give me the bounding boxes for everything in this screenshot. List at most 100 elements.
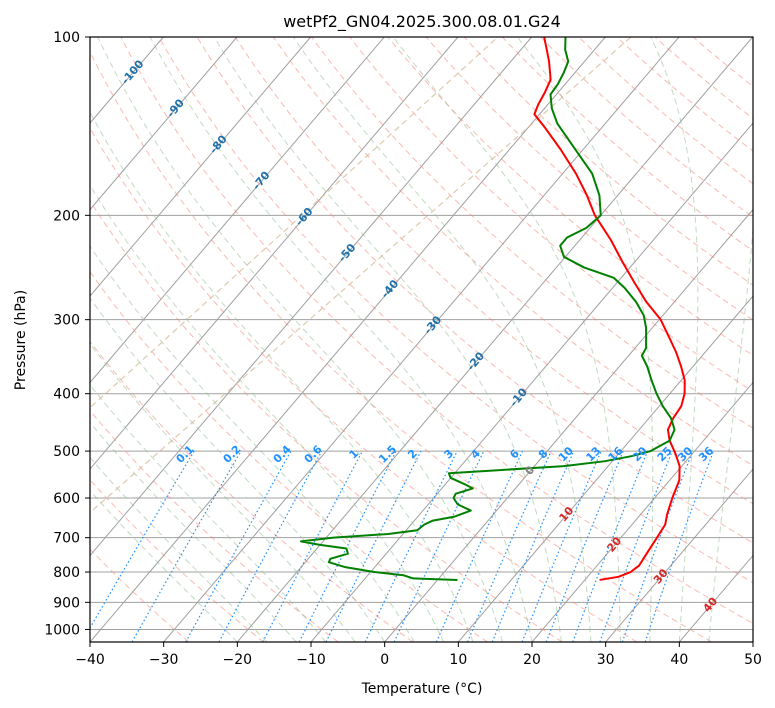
y-tick-label: 100 — [53, 30, 80, 46]
isotherm-line — [236, 37, 753, 642]
moist-adiabat — [90, 489, 238, 642]
moist-adiabat — [213, 37, 562, 642]
y-tick-label: 1000 — [44, 622, 80, 638]
dry-adiabat — [90, 340, 414, 642]
isotherm-line — [678, 554, 753, 642]
moist-adiabat — [90, 111, 474, 642]
mixing-ratio-label: 6 — [507, 447, 522, 462]
isotherm-line — [90, 37, 238, 211]
x-tick-label: −40 — [75, 652, 105, 668]
moist-adiabat — [149, 37, 533, 642]
dry-adiabat — [616, 37, 753, 152]
isotherm-line — [531, 381, 753, 642]
dry-adiabat — [692, 37, 753, 88]
y-axis-title: Pressure (hPa) — [13, 290, 29, 390]
mixing-ratio-line — [90, 450, 195, 630]
mixing-ratio-line — [364, 450, 458, 642]
dewpoint-profile — [299, 37, 676, 581]
dry-adiabat — [90, 270, 488, 642]
mixing-ratio-line — [466, 450, 552, 642]
isotherm-line — [90, 37, 459, 470]
isotherm-line — [90, 37, 533, 557]
moist-adiabat — [90, 343, 356, 642]
isotherm-line — [90, 37, 312, 297]
dry-adiabat — [234, 37, 753, 505]
x-axis: −40 −30 −20 −10 0 10 20 30 40 50 — [75, 642, 762, 668]
moist-adiabat — [392, 37, 621, 642]
mixing-ratio-label: 10 — [556, 444, 576, 464]
moist-adiabat — [90, 297, 386, 642]
dry-adiabat — [578, 37, 753, 185]
isotherm-line — [310, 122, 753, 642]
ice-adiabat — [90, 37, 632, 514]
moist-adiabat — [650, 37, 699, 642]
x-axis-title: Temperature (°C) — [361, 681, 483, 697]
plot-overlay: 0.1 0.2 0.4 0.6 1 1.5 2 3 4 6 8 10 13 16 20 25 30 36-100-… — [119, 57, 721, 615]
dry-adiabat — [311, 37, 753, 429]
y-axis: 1000 900 800 700 600 500 400 300 200 100 — [44, 30, 90, 638]
mixing-ratio-line — [621, 450, 694, 642]
isotherm-line — [457, 295, 753, 642]
chart-title: wetPf2_GN04.2025.300.08.01.G24 — [283, 12, 561, 32]
y-tick-label: 300 — [53, 313, 80, 329]
mixing-ratio-label: 20 — [630, 444, 650, 464]
mixing-ratio-label: 0.4 — [271, 443, 294, 466]
moist-adiabat — [97, 37, 504, 642]
mixing-ratio-line — [393, 450, 485, 642]
dry-adiabat — [196, 37, 753, 544]
x-tick-label: −30 — [149, 652, 179, 668]
y-tick-label: 600 — [53, 491, 80, 507]
y-tick-label: 200 — [53, 208, 80, 224]
x-tick-label: 10 — [449, 652, 467, 668]
dry-adiabat — [90, 479, 264, 642]
moist-adiabat — [90, 184, 445, 642]
mixing-ratio-label: 0.2 — [221, 443, 244, 466]
mixing-ratio-label: 3 — [442, 447, 457, 462]
dry-adiabat — [349, 37, 753, 393]
y-tick-label: 700 — [53, 531, 80, 547]
moist-adiabat — [708, 223, 753, 642]
dry-adiabat — [90, 409, 339, 642]
plot-frame — [89, 36, 754, 643]
dry-adiabat — [158, 37, 753, 584]
isotherm-line — [752, 641, 753, 642]
mixing-ratio-label: 2 — [405, 447, 420, 462]
isotherm-line — [163, 37, 680, 642]
x-tick-label: 30 — [597, 652, 615, 668]
mixing-ratio-label: 36 — [696, 444, 716, 464]
dry-adiabat — [120, 37, 753, 625]
mixing-ratio-line — [644, 450, 715, 642]
moist-adiabat — [90, 384, 327, 642]
dry-adiabat — [654, 37, 753, 120]
x-tick-label: 50 — [744, 652, 762, 668]
mixing-ratio-line — [298, 450, 397, 642]
x-tick-label: 0 — [380, 652, 389, 668]
plot-area — [90, 37, 753, 642]
mixing-ratio-label: 1 — [347, 447, 362, 462]
mixing-ratio-line — [435, 450, 524, 642]
dry-adiabat — [540, 37, 753, 218]
y-tick-label: 800 — [53, 565, 80, 581]
y-tick-label: 900 — [53, 595, 80, 611]
mixing-ratio-line — [185, 450, 292, 642]
mixing-ratio-label: 0.6 — [302, 443, 325, 466]
mixing-ratio-line — [131, 450, 242, 642]
y-tick-label: 400 — [53, 387, 80, 403]
mixing-ratio-line — [325, 450, 422, 642]
isotherm-line — [384, 208, 753, 642]
dry-adiabat — [425, 37, 753, 321]
isotherm-line — [605, 468, 753, 642]
x-tick-label: −20 — [223, 652, 253, 668]
moist-adiabat — [516, 37, 654, 642]
x-tick-label: −10 — [296, 652, 326, 668]
moist-adiabat — [292, 37, 592, 642]
y-tick-label: 500 — [53, 444, 80, 460]
mixing-ratio-line — [218, 450, 323, 642]
mixing-ratio-line — [491, 450, 575, 642]
dry-adiabat — [387, 37, 753, 357]
x-tick-label: 20 — [523, 652, 541, 668]
dry-adiabat — [90, 50, 712, 642]
isotherm-line — [90, 37, 606, 642]
moist-adiabat — [90, 421, 297, 642]
isotherm-line — [90, 37, 385, 384]
